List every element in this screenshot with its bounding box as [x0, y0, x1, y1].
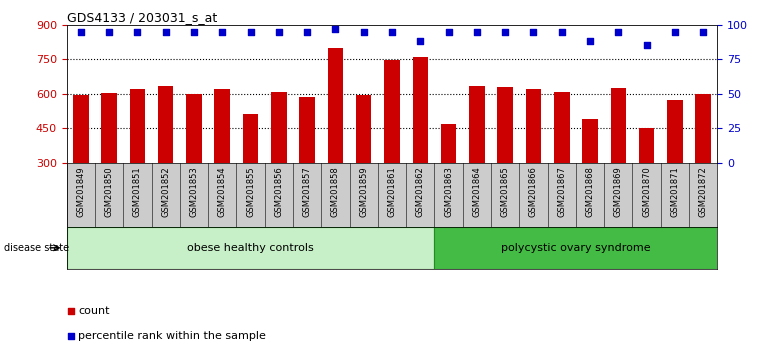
Text: GSM201853: GSM201853 — [190, 166, 198, 217]
Point — [131, 29, 143, 35]
Point — [669, 29, 681, 35]
Point — [414, 39, 426, 44]
Point — [273, 29, 285, 35]
Text: obese healthy controls: obese healthy controls — [187, 243, 314, 253]
Point — [329, 26, 342, 32]
Bar — [158, 86, 173, 163]
Bar — [526, 89, 541, 163]
Text: count: count — [78, 306, 110, 316]
Text: GSM201865: GSM201865 — [501, 166, 510, 217]
Text: GSM201852: GSM201852 — [162, 166, 170, 217]
Bar — [73, 95, 89, 163]
Bar — [497, 87, 513, 163]
Text: GSM201850: GSM201850 — [104, 166, 114, 217]
Text: GSM201863: GSM201863 — [444, 166, 453, 217]
Bar — [412, 57, 428, 163]
Bar — [667, 99, 683, 163]
Point — [641, 42, 653, 48]
Text: GSM201869: GSM201869 — [614, 166, 622, 217]
Point — [358, 29, 370, 35]
Bar — [186, 94, 201, 163]
Text: GSM201859: GSM201859 — [359, 166, 368, 217]
Point — [103, 29, 115, 35]
Point — [442, 29, 455, 35]
Text: GSM201864: GSM201864 — [473, 166, 481, 217]
Text: GSM201856: GSM201856 — [274, 166, 283, 217]
Bar — [129, 89, 145, 163]
Point — [301, 29, 314, 35]
Point — [187, 29, 200, 35]
Point — [697, 29, 710, 35]
Bar — [67, 227, 434, 269]
Point — [74, 29, 87, 35]
Text: GSM201870: GSM201870 — [642, 166, 652, 217]
Bar — [243, 114, 258, 163]
Text: GSM201858: GSM201858 — [331, 166, 340, 217]
Bar — [469, 86, 485, 163]
Bar — [271, 92, 287, 163]
Text: GSM201871: GSM201871 — [670, 166, 680, 217]
Bar — [328, 48, 343, 163]
Point — [527, 29, 539, 35]
Text: GSM201862: GSM201862 — [416, 166, 425, 217]
Point — [386, 29, 398, 35]
Text: GSM201866: GSM201866 — [529, 166, 538, 217]
Bar — [611, 88, 626, 163]
Text: GSM201849: GSM201849 — [76, 166, 85, 217]
Text: GSM201868: GSM201868 — [586, 166, 594, 217]
Point — [64, 333, 77, 339]
Bar — [441, 124, 456, 163]
Text: GSM201867: GSM201867 — [557, 166, 566, 217]
Bar — [695, 94, 711, 163]
Point — [64, 308, 77, 314]
Text: GDS4133 / 203031_s_at: GDS4133 / 203031_s_at — [67, 11, 217, 24]
Bar — [434, 227, 717, 269]
Bar — [583, 119, 598, 163]
Bar — [554, 92, 569, 163]
Text: disease state: disease state — [4, 243, 69, 253]
Point — [612, 29, 625, 35]
Bar — [101, 93, 117, 163]
Point — [159, 29, 172, 35]
Text: GSM201861: GSM201861 — [387, 166, 397, 217]
Text: GSM201857: GSM201857 — [303, 166, 311, 217]
Point — [584, 39, 597, 44]
Bar — [384, 61, 400, 163]
Text: GSM201872: GSM201872 — [699, 166, 708, 217]
Bar — [356, 95, 372, 163]
Text: polycystic ovary syndrome: polycystic ovary syndrome — [501, 243, 651, 253]
Text: percentile rank within the sample: percentile rank within the sample — [78, 331, 266, 341]
Point — [470, 29, 483, 35]
Text: GSM201855: GSM201855 — [246, 166, 255, 217]
Bar — [639, 128, 655, 163]
Bar — [299, 97, 315, 163]
Text: GSM201851: GSM201851 — [132, 166, 142, 217]
Point — [245, 29, 257, 35]
Point — [216, 29, 228, 35]
Bar — [215, 89, 230, 163]
Point — [499, 29, 511, 35]
Point — [556, 29, 568, 35]
Text: GSM201854: GSM201854 — [218, 166, 227, 217]
